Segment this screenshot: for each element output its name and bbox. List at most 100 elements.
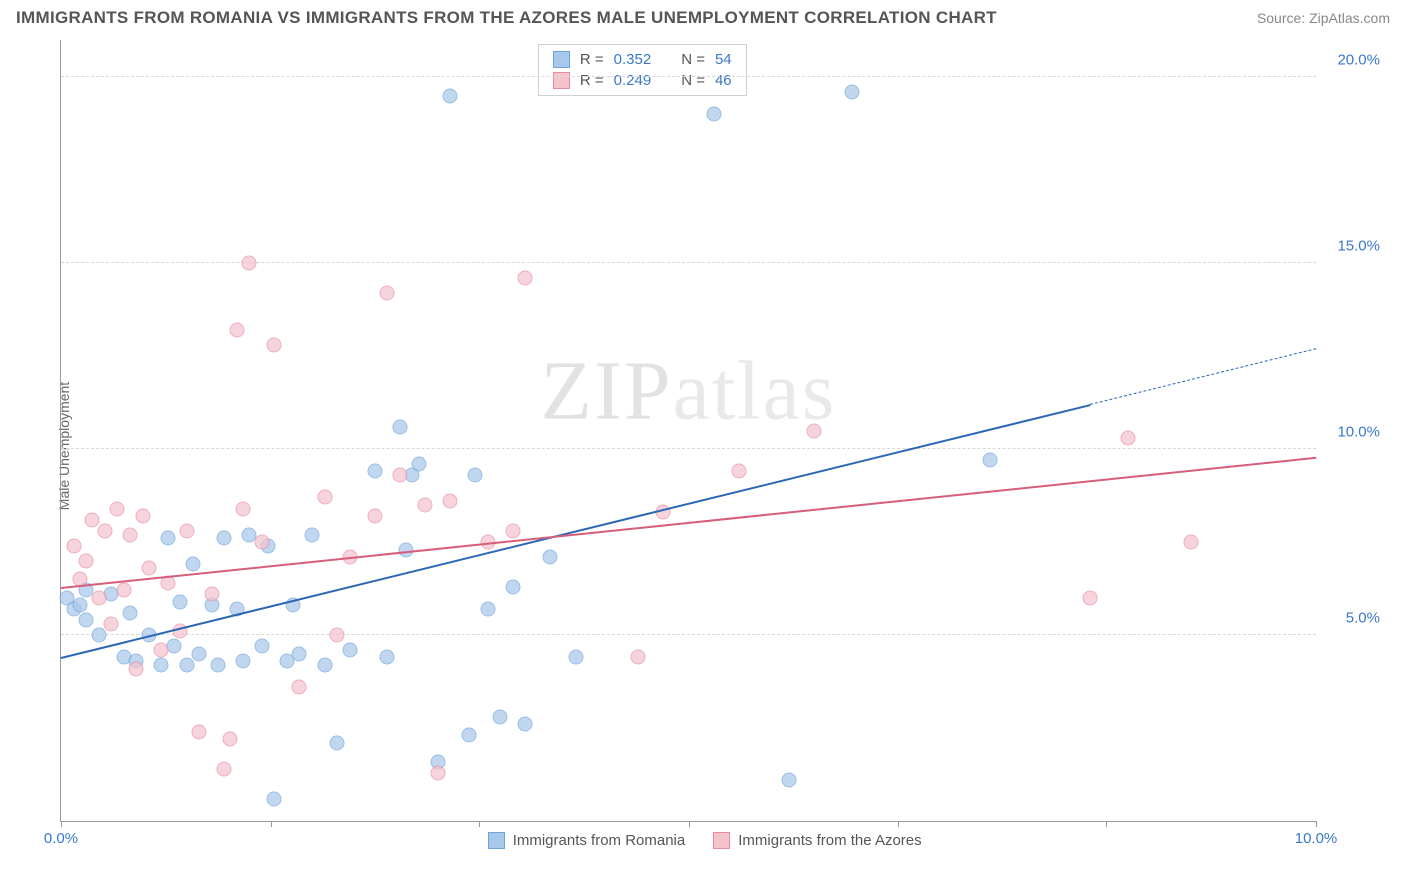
gridline [61, 448, 1316, 449]
data-point [505, 579, 520, 594]
legend-swatch [488, 832, 505, 849]
data-point [342, 642, 357, 657]
data-point [242, 256, 257, 271]
data-point [317, 490, 332, 505]
x-tick [1316, 821, 1317, 827]
data-point [91, 628, 106, 643]
x-tick-label: 0.0% [44, 830, 78, 847]
n-value: 46 [715, 72, 732, 89]
data-point [229, 323, 244, 338]
data-point [254, 535, 269, 550]
data-point [399, 542, 414, 557]
x-tick [898, 821, 899, 827]
gridline [61, 634, 1316, 635]
data-point [185, 557, 200, 572]
y-tick-label: 5.0% [1346, 610, 1380, 627]
data-point [154, 642, 169, 657]
data-point [1120, 430, 1135, 445]
data-point [154, 657, 169, 672]
r-value: 0.249 [614, 72, 652, 89]
data-point [217, 761, 232, 776]
r-label: R = [580, 72, 604, 89]
data-point [568, 650, 583, 665]
data-point [79, 553, 94, 568]
data-point [179, 523, 194, 538]
x-tick [271, 821, 272, 827]
data-point [116, 583, 131, 598]
data-point [129, 661, 144, 676]
data-point [123, 527, 138, 542]
x-tick [479, 821, 480, 827]
data-point [292, 680, 307, 695]
data-point [235, 654, 250, 669]
data-point [493, 709, 508, 724]
x-tick-label: 10.0% [1295, 830, 1338, 847]
data-point [505, 523, 520, 538]
n-label: N = [681, 72, 705, 89]
data-point [305, 527, 320, 542]
data-point [380, 285, 395, 300]
data-point [443, 88, 458, 103]
watermark: ZIPatlas [541, 343, 837, 440]
n-value: 54 [715, 51, 732, 68]
legend-series-item: Immigrants from the Azores [713, 832, 921, 849]
data-point [110, 501, 125, 516]
n-label: N = [681, 51, 705, 68]
data-point [430, 765, 445, 780]
legend-series: Immigrants from Romania Immigrants from t… [488, 832, 922, 849]
data-point [1083, 590, 1098, 605]
data-point [392, 468, 407, 483]
legend-stats: R =0.352N =54R =0.249N =46 [538, 44, 747, 96]
data-point [543, 549, 558, 564]
data-point [631, 650, 646, 665]
data-point [104, 616, 119, 631]
data-point [179, 657, 194, 672]
chart-container: Male Unemployment ZIPatlas R =0.352N =54… [50, 40, 1386, 852]
chart-title: IMMIGRANTS FROM ROMANIA VS IMMIGRANTS FR… [16, 8, 997, 28]
data-point [706, 107, 721, 122]
data-point [844, 85, 859, 100]
trend-line [61, 457, 1316, 589]
data-point [518, 717, 533, 732]
data-point [317, 657, 332, 672]
x-tick [61, 821, 62, 827]
data-point [480, 602, 495, 617]
data-point [254, 639, 269, 654]
data-point [91, 590, 106, 605]
data-point [123, 605, 138, 620]
data-point [192, 724, 207, 739]
data-point [982, 453, 997, 468]
y-tick-label: 10.0% [1337, 424, 1380, 441]
data-point [267, 791, 282, 806]
data-point [223, 732, 238, 747]
data-point [781, 773, 796, 788]
data-point [468, 468, 483, 483]
data-point [417, 497, 432, 512]
data-point [807, 423, 822, 438]
legend-swatch [553, 51, 570, 68]
data-point [518, 271, 533, 286]
trend-line [1090, 349, 1316, 406]
legend-series-item: Immigrants from Romania [488, 832, 686, 849]
legend-stat-row: R = 0.249 N = 46 [553, 70, 732, 91]
y-tick-label: 15.0% [1337, 238, 1380, 255]
data-point [173, 594, 188, 609]
data-point [380, 650, 395, 665]
data-point [292, 646, 307, 661]
data-point [135, 509, 150, 524]
data-point [367, 509, 382, 524]
data-point [210, 657, 225, 672]
source-label: Source: ZipAtlas.com [1257, 10, 1390, 26]
watermark-bold: ZIP [541, 345, 673, 438]
data-point [392, 419, 407, 434]
data-point [367, 464, 382, 479]
gridline [61, 76, 1316, 77]
data-point [85, 512, 100, 527]
data-point [330, 735, 345, 750]
data-point [411, 456, 426, 471]
data-point [330, 628, 345, 643]
data-point [443, 494, 458, 509]
data-point [192, 646, 207, 661]
data-point [267, 337, 282, 352]
data-point [72, 598, 87, 613]
